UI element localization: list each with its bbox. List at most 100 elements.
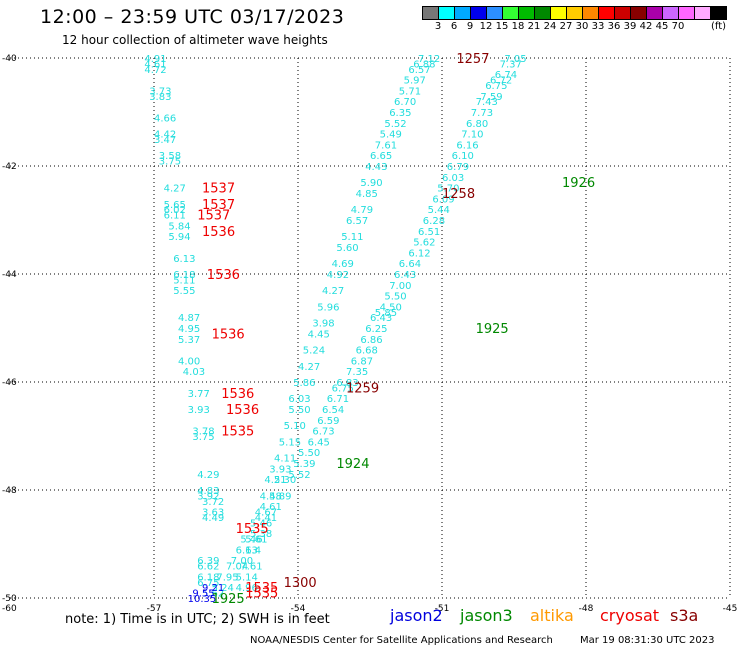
wave-height-value: 6.86	[360, 335, 382, 346]
wave-height-value: 10.35	[188, 594, 217, 605]
wave-height-value: 5.50	[384, 292, 406, 303]
wave-height-value: 4.58	[260, 491, 282, 502]
y-tick-label: -46	[2, 378, 17, 388]
x-tick-label: -54	[291, 604, 306, 614]
wave-height-value: 6.09	[432, 194, 454, 205]
y-tick-label: -48	[2, 486, 17, 496]
wave-height-value: 4.00	[178, 356, 200, 367]
color-swatch	[710, 6, 727, 20]
wave-height-value: 6.13	[173, 254, 195, 265]
wave-height-value: 5.11	[341, 232, 363, 243]
wave-height-value: 4.29	[197, 470, 219, 481]
wave-height-value: 4.79	[351, 205, 373, 216]
wave-height-value: 5.61	[245, 535, 267, 546]
pass-time-label: 1537	[202, 182, 235, 197]
y-tick-label: -40	[2, 54, 17, 64]
wave-height-value: 7.59	[480, 92, 502, 103]
wave-height-value: 4.69	[332, 259, 354, 270]
wave-height-value: 4.67	[255, 508, 277, 519]
y-tick-label: -42	[2, 162, 17, 172]
color-tick-label: 12	[479, 21, 493, 32]
wave-height-value: 7.73	[471, 108, 493, 119]
color-tick-label: 24	[543, 21, 557, 32]
pass-time-label: 1300	[284, 576, 317, 591]
wave-height-value: 6.4	[245, 545, 261, 556]
wave-height-value: 7.10	[461, 130, 483, 141]
wave-height-value: 7.61	[375, 140, 397, 151]
wave-height-value: 4.27	[298, 362, 320, 373]
wave-height-value: 3.72	[202, 497, 224, 508]
x-tick-label: -48	[579, 604, 594, 614]
wave-height-value: 6.11	[164, 211, 186, 222]
wave-height-value: 6.03	[442, 173, 464, 184]
wave-height-value: 6.71	[327, 394, 349, 405]
wave-height-value: 4.96	[236, 583, 258, 594]
wave-height-value: 7.35	[346, 367, 368, 378]
wave-height-value: 7.00	[231, 556, 253, 567]
wave-height-value: 5.71	[399, 86, 421, 97]
pass-time-label: 1925	[212, 592, 245, 607]
wave-height-value: 6.74	[495, 70, 517, 81]
wave-height-value: 5.85	[375, 308, 397, 319]
wave-height-value: 9.55	[192, 589, 214, 600]
pass-time-label: 1535	[245, 587, 278, 602]
wave-height-value: 4.03	[183, 367, 205, 378]
wave-height-value: 7.00	[389, 281, 411, 292]
wave-height-value: 5.90	[360, 178, 382, 189]
wave-height-value: 6.16	[456, 140, 478, 151]
credit-text: NOAA/NESDIS Center for Satellite Applica…	[250, 635, 553, 646]
wave-height-value: 5.94	[168, 232, 190, 243]
color-tick-label: 21	[527, 21, 541, 32]
wave-height-value: 3.77	[188, 389, 210, 400]
wave-height-value: 5.24	[212, 583, 234, 594]
wave-height-value: 6.65	[370, 151, 392, 162]
legend-cryosat: cryosat	[600, 606, 660, 625]
legend-jason2: jason2	[390, 606, 443, 625]
wave-height-value: 6.72	[490, 76, 512, 87]
wave-height-value: 4.41	[255, 513, 277, 524]
x-tick-label: -51	[435, 604, 450, 614]
wave-height-value: 5.52	[384, 119, 406, 130]
wave-height-value: 5.30	[274, 475, 296, 486]
wave-height-value: 5.50	[298, 448, 320, 459]
wave-height-value: 3.98	[312, 319, 334, 330]
wave-height-value: 5.65	[164, 200, 186, 211]
pass-time-label: 1536	[207, 268, 240, 283]
wave-height-value: 4.43	[365, 162, 387, 173]
y-tick-label: -50	[2, 594, 17, 604]
wave-height-value: 4.95	[178, 324, 200, 335]
wave-height-value: 5.39	[293, 459, 315, 470]
wave-height-value: 3.93	[269, 464, 291, 475]
wave-height-value: 4.11	[274, 454, 296, 465]
wave-height-value: 4.85	[356, 189, 378, 200]
wave-height-value: 6.87	[351, 356, 373, 367]
x-tick-label: -57	[147, 604, 162, 614]
wave-height-value: 4.72	[144, 65, 166, 76]
wave-height-value: 4.42	[154, 130, 176, 141]
y-bottom-label: -60	[2, 604, 17, 614]
wave-height-value: 6.18	[197, 572, 219, 583]
wave-height-value: 3.93	[188, 405, 210, 416]
wave-height-value: 5.97	[404, 76, 426, 87]
wave-height-value: 6.68	[356, 346, 378, 357]
color-tick-label: 42	[639, 21, 653, 32]
chart-title: 12:00 – 23:59 UTC 03/17/2023	[40, 6, 345, 28]
color-scale-unit: (ft)	[711, 21, 727, 32]
wave-height-value: 3.47	[154, 135, 176, 146]
wave-height-value: 6.10	[452, 151, 474, 162]
wave-height-value: 5.70	[437, 184, 459, 195]
wave-height-value: 7.37	[500, 59, 522, 70]
wave-height-value: 6.18	[173, 270, 195, 281]
wave-height-value: 4.45	[308, 329, 330, 340]
wave-height-value: 4.21	[264, 475, 286, 486]
wave-height-value: 3.73	[149, 86, 171, 97]
wave-height-value: 3.75	[159, 157, 181, 168]
pass-time-label: 1536	[221, 387, 254, 402]
wave-height-value: 7.43	[476, 97, 498, 108]
pass-time-label: 1925	[476, 322, 509, 337]
wave-height-value: 6.35	[389, 108, 411, 119]
pass-time-label: 1257	[456, 52, 489, 67]
chart-subtitle: 12 hour collection of altimeter wave hei…	[62, 33, 328, 47]
wave-height-value: 6.79	[447, 162, 469, 173]
color-tick-label: 30	[575, 21, 589, 32]
